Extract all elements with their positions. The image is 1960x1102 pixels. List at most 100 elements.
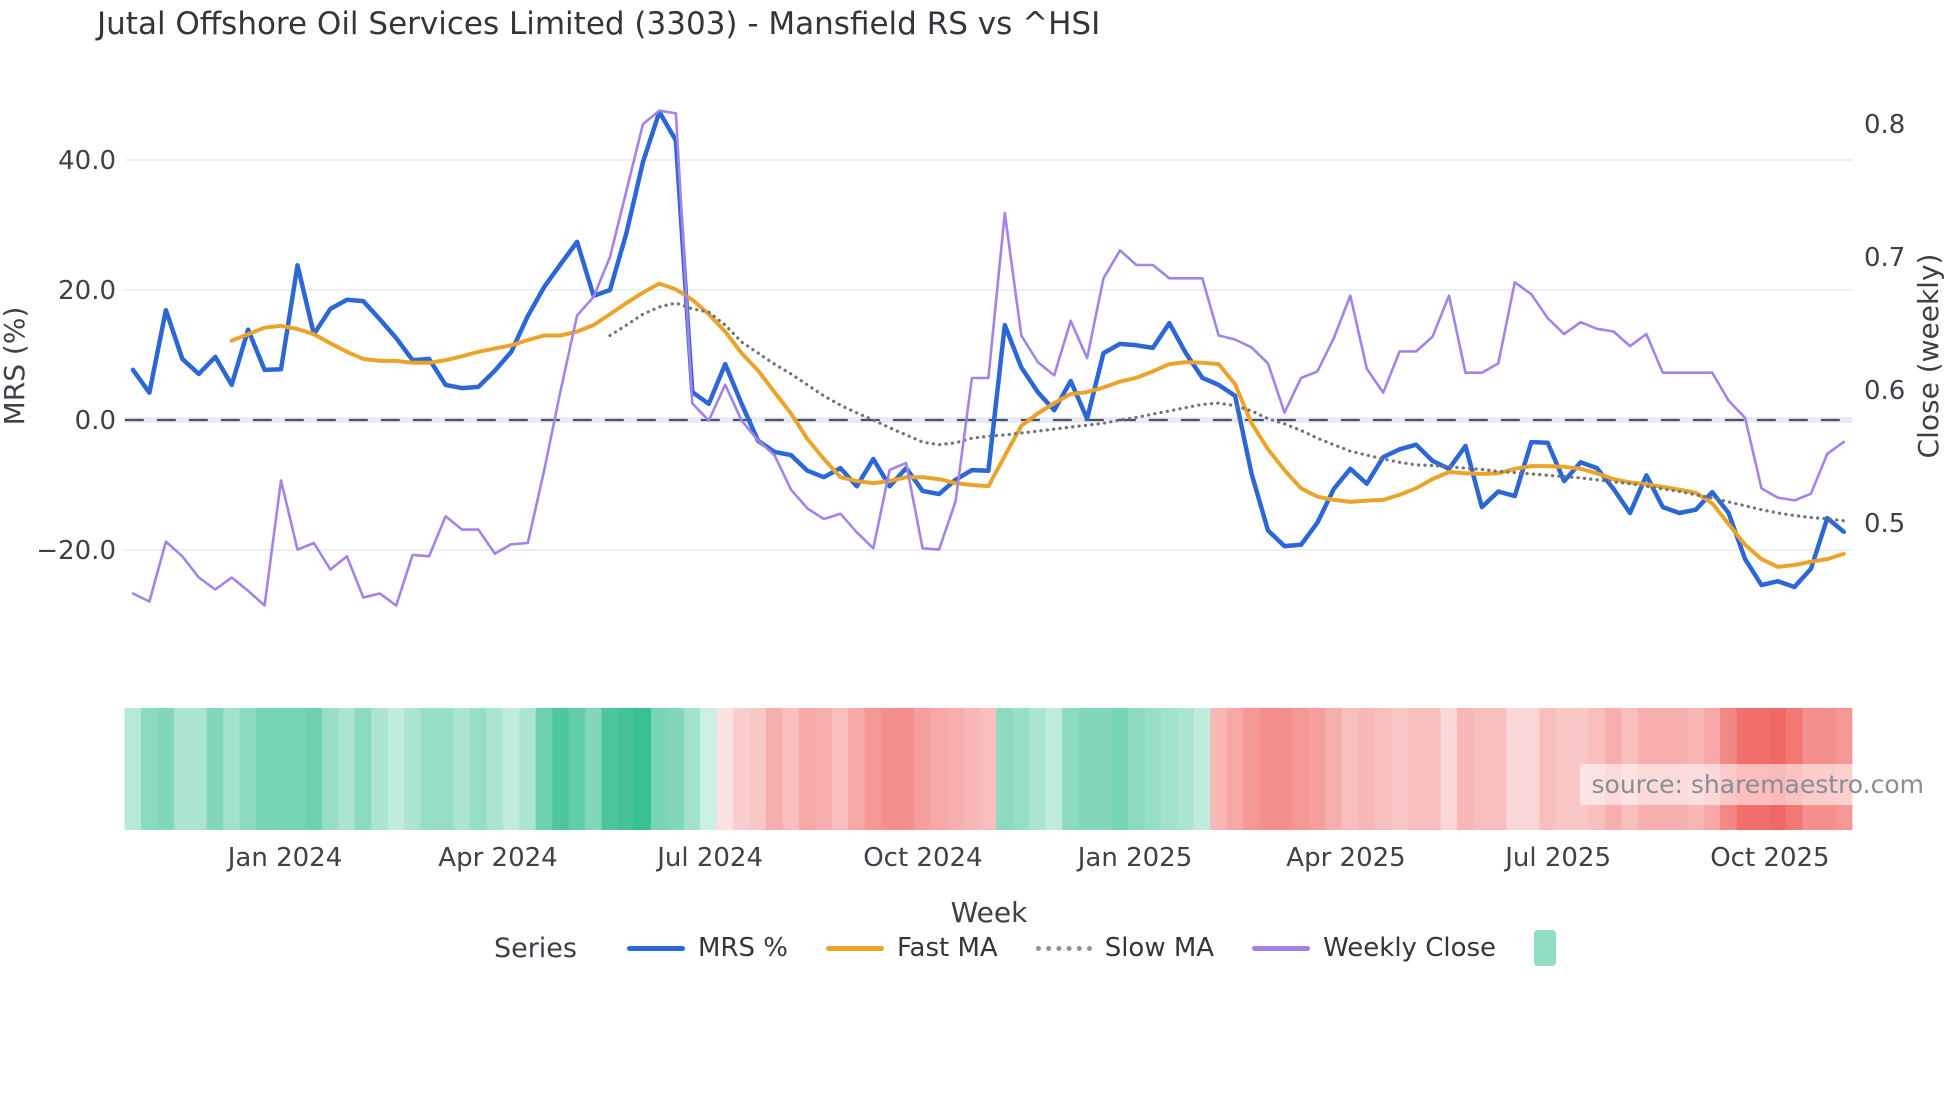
heatmap-cell — [1045, 708, 1063, 830]
fast-ma-line-swatch-icon — [825, 945, 884, 951]
heatmap-cell — [683, 708, 701, 830]
heatmap-cell — [1210, 708, 1228, 830]
heatmap-cell — [239, 708, 257, 830]
heatmap-cell — [930, 708, 948, 830]
heatmap-cell — [502, 708, 520, 830]
heatmap-cell — [1358, 708, 1376, 830]
heatmap-cell — [1391, 708, 1409, 830]
heatmap-cell — [897, 708, 915, 830]
heatmap-cell — [947, 708, 965, 830]
heatmap-cell — [1473, 708, 1491, 830]
heatmap-cell — [1489, 708, 1507, 830]
heatmap-cell — [1095, 708, 1113, 830]
heatmap-cell — [305, 708, 323, 830]
heatmap-cell — [618, 708, 636, 830]
x-axis-tick-label: Apr 2025 — [1286, 843, 1405, 873]
heatmap-cell — [469, 708, 487, 830]
heatmap-cell — [1259, 708, 1277, 830]
heatmap-cell — [1193, 708, 1211, 830]
heatmap-cell — [371, 708, 389, 830]
heatmap-cell — [420, 708, 438, 830]
slow-ma-dotted-swatch-icon — [1035, 945, 1092, 951]
heatmap-cell — [979, 708, 997, 830]
heatmap-cell — [1127, 708, 1145, 830]
legend-item-weekly-close: Weekly Close — [1252, 933, 1496, 963]
heatmap-cell — [404, 708, 422, 830]
heatmap-cell — [140, 708, 158, 830]
heatmap-cell — [223, 708, 241, 830]
heatmap-cell — [1111, 708, 1129, 830]
heatmap-cell — [1062, 708, 1080, 830]
heatmap-cell — [256, 708, 274, 830]
x-axis-tick-label: Apr 2024 — [438, 843, 557, 873]
heatmap-cell — [1341, 708, 1359, 830]
heatmap-cell — [1374, 708, 1392, 830]
heatmap-cell — [881, 708, 899, 830]
heatmap-cell — [1407, 708, 1425, 830]
heatmap-cell — [1440, 708, 1458, 830]
heatmap-cell — [914, 708, 932, 830]
heatmap-cell — [782, 708, 800, 830]
heatmap-cell — [1539, 708, 1557, 830]
heatmap-cell — [453, 708, 471, 830]
left-axis-tick-label: −20.0 — [36, 536, 116, 566]
mrs-line-swatch-icon — [626, 945, 685, 951]
heatmap-cell — [1160, 708, 1178, 830]
heatmap-cell — [749, 708, 767, 830]
legend-label-slow-ma: Slow MA — [1104, 933, 1215, 963]
left-axis-title: MRS (%) — [0, 307, 31, 426]
heatmap-cell — [1144, 708, 1162, 830]
legend-item-mrs: MRS % — [626, 933, 788, 963]
heatmap-cell — [338, 708, 356, 830]
heatmap-cell — [1243, 708, 1261, 830]
heatmap-cell — [601, 708, 619, 830]
heatmap-cell — [206, 708, 224, 830]
weekly-close-line — [131, 109, 1846, 607]
heatmap-cell — [650, 708, 668, 830]
heatmap-cell — [963, 708, 981, 830]
heatmap-cell — [124, 708, 142, 830]
legend-item-fast-ma: Fast MA — [825, 933, 998, 963]
x-axis-tick-label: Oct 2024 — [863, 843, 982, 873]
heatmap-cell — [486, 708, 504, 830]
heatmap-cell — [634, 708, 652, 830]
right-axis-tick-label: 0.6 — [1864, 376, 1905, 406]
heatmap-cell — [1522, 708, 1540, 830]
heatmap-cell — [1226, 708, 1244, 830]
x-axis-tick-label: Oct 2025 — [1710, 843, 1829, 873]
legend-label-fast-ma: Fast MA — [896, 933, 998, 963]
heatmap-cell — [289, 708, 307, 830]
heatmap-cell — [667, 708, 685, 830]
heatmap-patch-swatch-icon — [1534, 930, 1557, 966]
heatmap-cell — [354, 708, 372, 830]
heatmap-cell — [1555, 708, 1573, 830]
heatmap-cell — [535, 708, 553, 830]
heatmap-cell — [173, 708, 191, 830]
left-axis-tick-label: 40.0 — [58, 146, 116, 176]
heatmap-cell — [1325, 708, 1343, 830]
heatmap-cell — [733, 708, 751, 830]
heatmap-cell — [798, 708, 816, 830]
legend-item-slow-ma: Slow MA — [1035, 933, 1215, 963]
heatmap-cell — [190, 708, 208, 830]
legend-item-heatmap — [1534, 930, 1557, 966]
legend-label-weekly-close: Weekly Close — [1323, 933, 1497, 963]
x-axis-title: Week — [951, 896, 1028, 929]
heatmap-cell — [1506, 708, 1524, 830]
heatmap-cell — [1424, 708, 1442, 830]
heatmap-cell — [864, 708, 882, 830]
source-watermark: source: sharemaestro.com — [1579, 764, 1936, 805]
left-axis-tick-label: 0.0 — [75, 406, 116, 436]
heatmap-cell — [1012, 708, 1030, 830]
legend-label-mrs: MRS % — [697, 933, 788, 963]
heatmap-cell — [1078, 708, 1096, 830]
legend: Series MRS % Fast MA Slow MA Weekly Clos… — [0, 930, 1960, 966]
heatmap-cell — [700, 708, 718, 830]
heatmap-cell — [437, 708, 455, 830]
heatmap-cell — [585, 708, 603, 830]
heatmap-cell — [1029, 708, 1047, 830]
fast-ma-line — [229, 281, 1846, 569]
heatmap-cell — [716, 708, 734, 830]
x-axis-tick-label: Jan 2024 — [226, 843, 343, 873]
left-axis-tick-label: 20.0 — [58, 276, 116, 306]
